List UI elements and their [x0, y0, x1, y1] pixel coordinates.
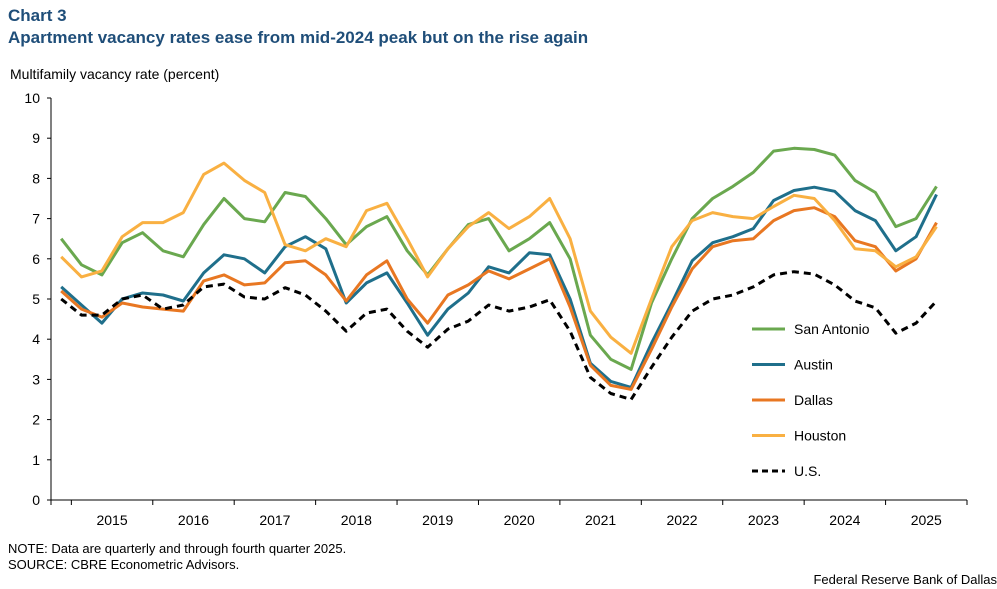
- series-line-san-antonio: [60, 146, 938, 371]
- axes-group: 0 1 2 3 4 5 6 7 8 9 10 2015 2016 2017 2018 2019 2020 2021…: [24, 90, 968, 528]
- legend-label: San Antonio: [794, 321, 870, 337]
- x-tick-label: 2019: [422, 512, 453, 528]
- chart-title: Apartment vacancy rates ease from mid-20…: [8, 28, 589, 47]
- series-line-austin: [60, 185, 938, 389]
- x-tick-label: 2020: [504, 512, 535, 528]
- y-tick-label: 7: [32, 211, 40, 227]
- x-tick-label: 2018: [341, 512, 372, 528]
- y-tick-label: 9: [32, 130, 40, 146]
- legend-label: Houston: [794, 428, 846, 444]
- x-tick-label: 2021: [585, 512, 616, 528]
- legend: San Antonio Austin Dallas Houston U.S.: [752, 321, 870, 479]
- y-tick-label: 1: [32, 452, 40, 468]
- chart-credit: Federal Reserve Bank of Dallas: [813, 572, 997, 587]
- y-tick-label: 10: [24, 90, 40, 106]
- y-tick-label: 0: [32, 492, 40, 508]
- x-tick-label: 2024: [829, 512, 860, 528]
- legend-label: Austin: [794, 357, 833, 373]
- series-line-houston: [60, 161, 938, 355]
- chart-number: Chart 3: [8, 6, 67, 25]
- legend-label: U.S.: [794, 463, 821, 479]
- series-group: [60, 146, 938, 401]
- x-tick-label: 2017: [259, 512, 290, 528]
- x-tick-label: 2023: [748, 512, 779, 528]
- x-tick-label: 2022: [666, 512, 697, 528]
- y-tick-label: 8: [32, 170, 40, 186]
- series-line-u-s: [60, 270, 938, 401]
- y-tick-label: 6: [32, 251, 40, 267]
- y-axis-label: Multifamily vacancy rate (percent): [10, 66, 220, 82]
- series-line-dallas: [60, 206, 938, 391]
- y-tick-label: 3: [32, 371, 40, 387]
- y-tick-label: 2: [32, 412, 40, 428]
- x-tick-label: 2025: [911, 512, 942, 528]
- x-tick-label: 2015: [96, 512, 127, 528]
- y-tick-label: 5: [32, 291, 40, 307]
- chart-source: SOURCE: CBRE Econometric Advisors.: [8, 557, 240, 572]
- chart-note: NOTE: Data are quarterly and through fou…: [8, 541, 347, 556]
- x-tick-label: 2016: [178, 512, 209, 528]
- y-tick-label: 4: [32, 331, 40, 347]
- legend-label: Dallas: [794, 392, 833, 408]
